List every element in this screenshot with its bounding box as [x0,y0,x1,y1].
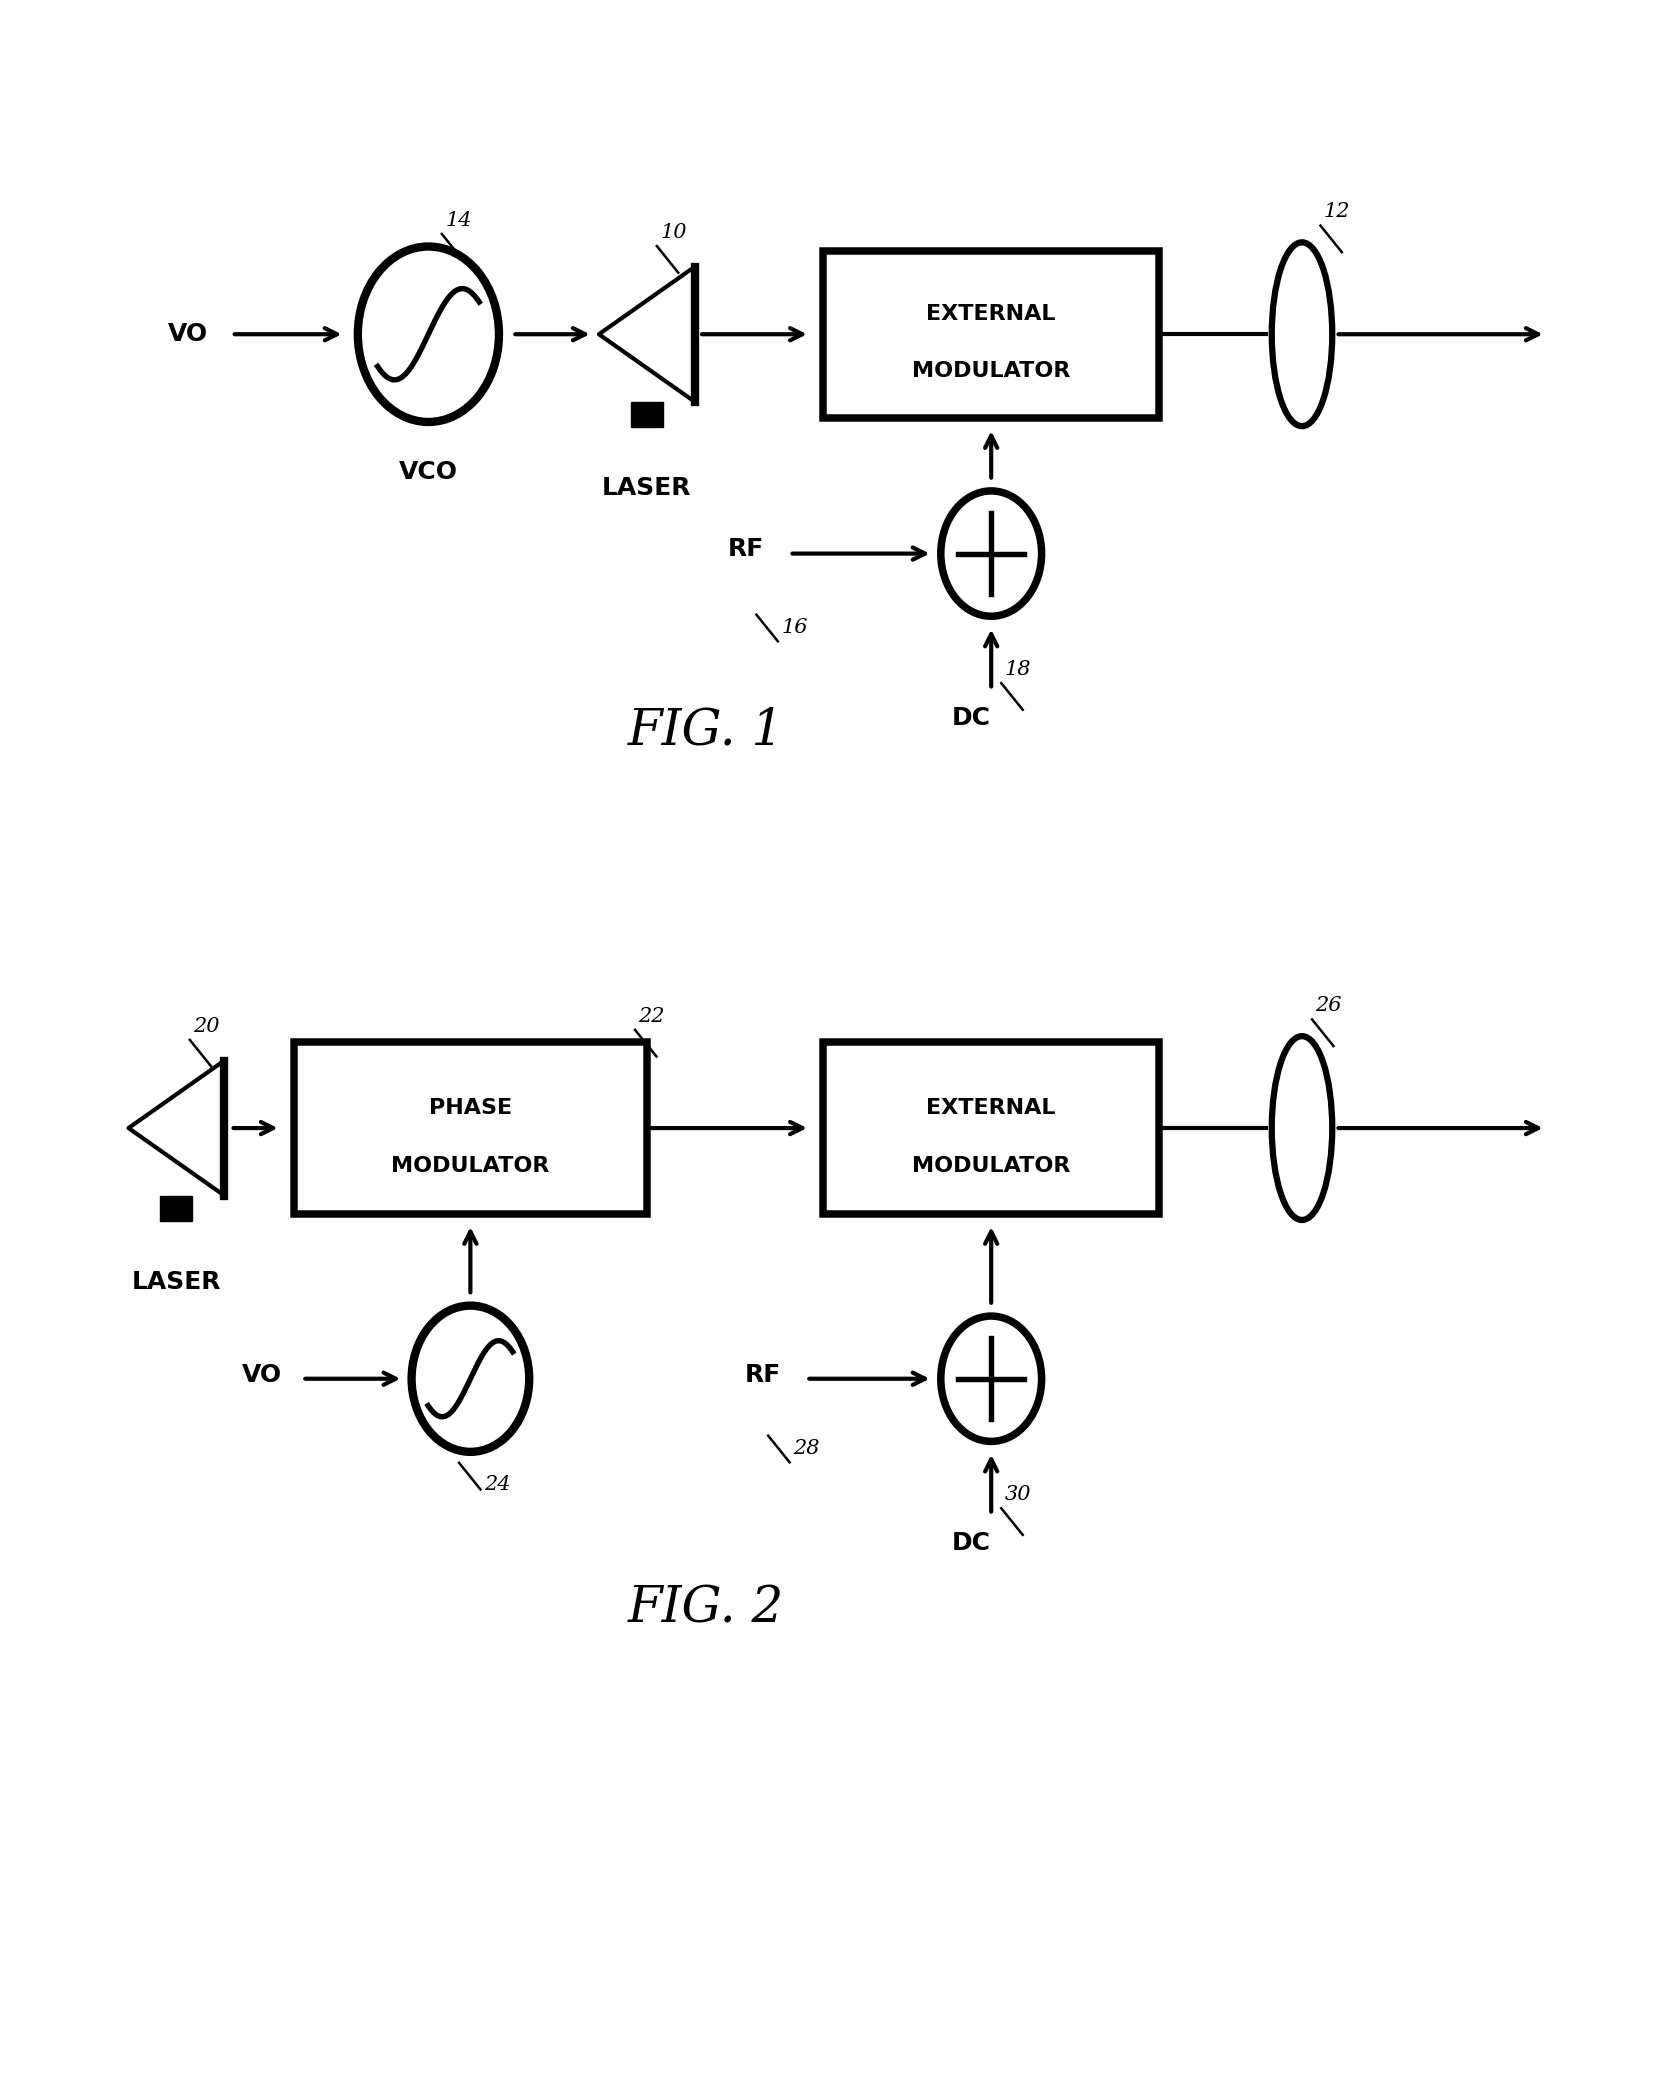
Text: 28: 28 [793,1439,820,1458]
Text: 30: 30 [1005,1485,1032,1504]
Text: 18: 18 [1005,660,1032,679]
Text: FIG. 2: FIG. 2 [627,1583,785,1634]
Text: MODULATOR: MODULATOR [391,1155,549,1176]
Text: 26: 26 [1315,996,1342,1015]
Text: 12: 12 [1324,203,1351,221]
Text: VO: VO [168,322,208,347]
Text: PHASE: PHASE [428,1097,512,1118]
Text: EXTERNAL: EXTERNAL [926,1097,1057,1118]
Text: MODULATOR: MODULATOR [912,1155,1070,1176]
Text: LASER: LASER [131,1270,222,1293]
Text: LASER: LASER [601,476,692,499]
Bar [294,1042,647,1214]
Text: FIG. 1: FIG. 1 [627,706,785,756]
Bar [632,401,662,426]
Text: DC: DC [951,706,991,729]
Text: 24: 24 [484,1475,511,1494]
Text: 22: 22 [638,1007,665,1026]
Text: MODULATOR: MODULATOR [912,361,1070,380]
Bar [823,251,1159,418]
Text: 10: 10 [660,224,687,242]
Text: 16: 16 [781,618,808,637]
Text: VCO: VCO [398,460,459,483]
Text: EXTERNAL: EXTERNAL [926,305,1057,324]
Text: RF: RF [727,537,764,562]
Text: VO: VO [242,1362,282,1387]
Text: DC: DC [951,1531,991,1554]
Text: 14: 14 [445,211,472,230]
Text: RF: RF [744,1362,781,1387]
Bar [823,1042,1159,1214]
Bar [160,1195,192,1220]
Text: 20: 20 [193,1017,220,1036]
